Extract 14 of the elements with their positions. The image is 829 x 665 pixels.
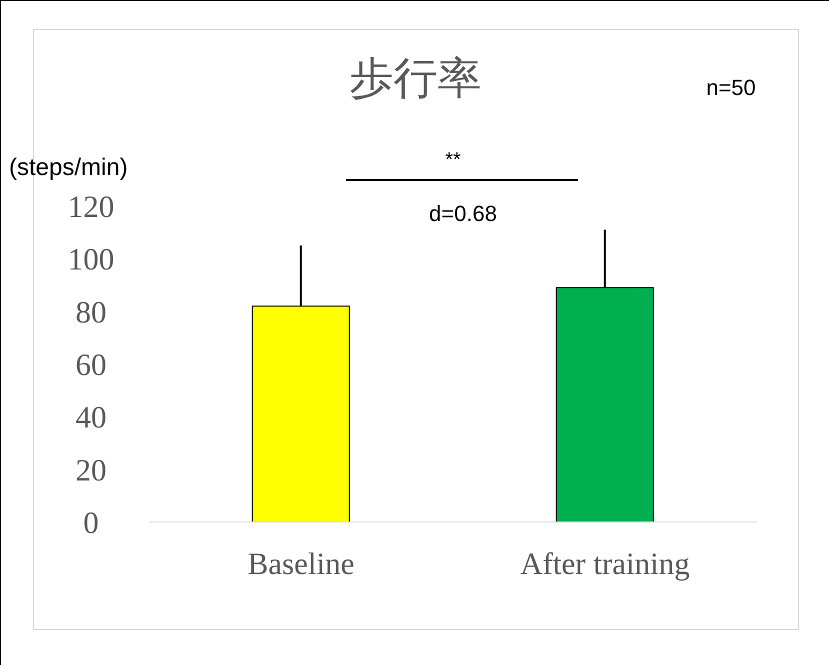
y-axis-title: (steps/min) [9, 154, 128, 182]
chart-title: 歩行率 [350, 53, 482, 104]
y-tick-label: 100 [68, 242, 114, 277]
text: ** [445, 149, 461, 172]
annotation: d=0.68 [429, 201, 497, 227]
y-tick-label: 20 [76, 452, 106, 488]
x-tick-label: Baseline [248, 546, 354, 582]
y-tick-label: 60 [76, 347, 106, 382]
y-tick-label: 0 [83, 505, 99, 540]
y-tick-label: 40 [76, 400, 106, 435]
y-tick-label: 120 [68, 189, 114, 224]
x-tick-label: After training [520, 546, 690, 582]
text: n=50 [706, 75, 756, 101]
y-tick-label: 80 [76, 294, 106, 330]
